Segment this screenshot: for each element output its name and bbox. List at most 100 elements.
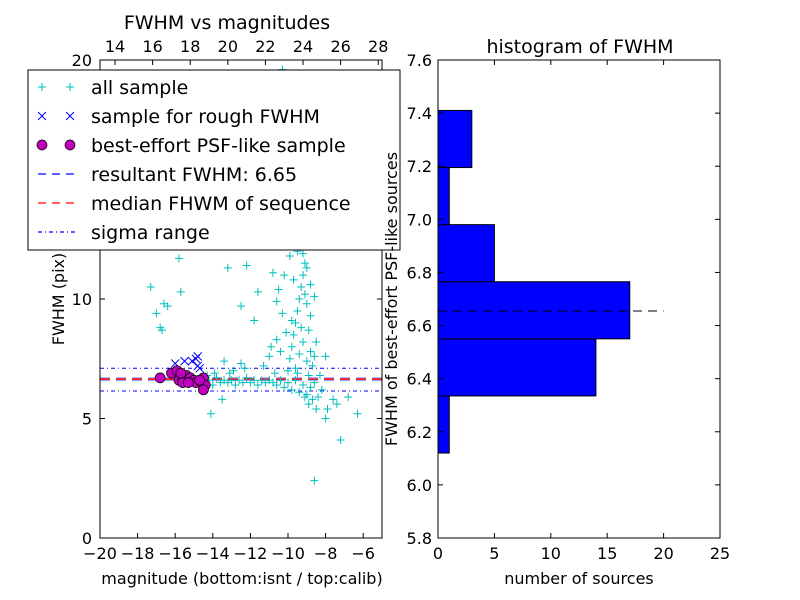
series-1: [170, 352, 204, 373]
data-point: [282, 328, 291, 337]
data-point: [293, 369, 302, 378]
data-point: [176, 287, 185, 296]
data-point: [276, 347, 285, 356]
data-point: [300, 290, 309, 299]
x-tick-label: 10: [541, 544, 561, 563]
data-point: [287, 385, 296, 394]
data-point: [299, 249, 308, 258]
data-point: [272, 335, 281, 344]
scatter-title: FWHM vs magnitudes: [124, 12, 330, 34]
data-point: [302, 357, 311, 366]
y-tick-label: 0: [82, 529, 92, 548]
data-point: [295, 349, 304, 358]
data-point: [302, 299, 311, 308]
data-point: [242, 261, 251, 270]
data-point: [310, 292, 319, 301]
data-point: [321, 352, 330, 361]
top-tick-label: 22: [255, 37, 275, 56]
data-point: [191, 354, 201, 364]
data-point: [198, 384, 209, 396]
x-tick-label: −12: [234, 544, 268, 563]
data-point: [276, 376, 285, 385]
data-point: [250, 376, 259, 385]
data-point: [291, 376, 300, 385]
data-point: [299, 271, 308, 280]
data-point: [238, 378, 247, 387]
data-point: [259, 361, 268, 370]
data-point: [174, 254, 183, 263]
legend-marker: [66, 83, 74, 91]
data-point: [158, 326, 167, 335]
data-point: [300, 259, 309, 268]
y-tick-label: 20: [72, 51, 92, 70]
data-point: [293, 306, 302, 315]
data-point: [297, 283, 306, 292]
data-point: [306, 280, 315, 289]
data-point: [304, 400, 313, 409]
data-point: [267, 342, 276, 351]
legend-label: sample for rough FWHM: [91, 106, 320, 128]
x-tick-label: 15: [597, 544, 617, 563]
y-tick-label: 7.6: [407, 51, 432, 70]
data-point: [268, 268, 277, 277]
data-point: [295, 295, 304, 303]
data-point: [306, 347, 315, 356]
data-point: [302, 263, 311, 272]
legend-marker: [36, 139, 48, 151]
data-point: [212, 373, 221, 382]
legend-label: sigma range: [91, 222, 210, 244]
data-point: [223, 263, 232, 272]
data-point: [295, 388, 304, 397]
data-point: [297, 323, 306, 332]
y-tick-label: 6.2: [407, 423, 432, 442]
data-point: [183, 377, 194, 388]
data-point: [285, 251, 294, 260]
data-point: [310, 476, 319, 485]
data-point: [300, 392, 309, 401]
series-0: [146, 65, 362, 485]
data-point: [242, 373, 251, 382]
legend-label: resultant FWHM: 6.65: [91, 164, 297, 186]
histogram-bar: [437, 338, 597, 397]
y-tick-label: 6.8: [407, 263, 432, 282]
y-tick-label: 6.4: [407, 370, 432, 389]
data-point: [306, 311, 315, 320]
data-point: [154, 372, 166, 384]
data-point: [240, 364, 249, 373]
x-tick-label: −18: [121, 544, 155, 563]
histogram-xlabel: number of sources: [504, 569, 654, 588]
top-tick-label: 14: [105, 37, 125, 56]
x-tick-label: −10: [271, 544, 305, 563]
data-point: [289, 330, 298, 339]
scatter-axes: FWHM vs magnitudes −20 −18 −16 −14 −12 −10 −8−…: [49, 12, 388, 588]
legend-entry: all sample: [38, 77, 188, 99]
scatter-xlabel: magnitude (bottom:isnt / top:calib): [101, 569, 382, 588]
data-point: [287, 342, 296, 351]
data-point: [329, 395, 338, 404]
x-tick-label: 25: [710, 544, 730, 563]
data-point: [253, 287, 262, 296]
data-point: [274, 285, 283, 294]
legend-entry: median FHWM of sequence: [38, 193, 351, 215]
data-point: [250, 316, 259, 325]
data-point: [272, 297, 281, 306]
data-point: [321, 414, 330, 423]
data-point: [280, 383, 289, 392]
legend-label: all sample: [91, 77, 188, 99]
data-point: [194, 374, 205, 386]
legend-entry: sigma range: [38, 222, 210, 244]
data-point: [272, 381, 281, 390]
data-point: [287, 316, 296, 325]
top-tick-label: 26: [330, 37, 350, 56]
data-point: [163, 302, 172, 311]
x-tick-label: −8: [314, 544, 338, 563]
y-tick-label: 6.0: [407, 476, 432, 495]
y-tick-label: 7.0: [407, 210, 432, 229]
x-tick-label: −16: [158, 544, 192, 563]
data-point: [317, 385, 326, 394]
data-point: [180, 356, 189, 366]
data-point: [299, 338, 308, 347]
data-point: [146, 283, 155, 292]
top-tick-label: 24: [293, 37, 313, 56]
legend-entry: resultant FWHM: 6.65: [38, 164, 297, 186]
